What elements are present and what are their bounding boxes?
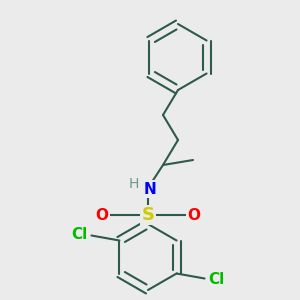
Text: Cl: Cl [71, 227, 88, 242]
Text: N: N [144, 182, 156, 196]
Text: O: O [95, 208, 109, 223]
Text: S: S [142, 206, 154, 224]
Text: H: H [129, 177, 139, 191]
Text: O: O [188, 208, 200, 223]
Text: Cl: Cl [208, 272, 225, 287]
